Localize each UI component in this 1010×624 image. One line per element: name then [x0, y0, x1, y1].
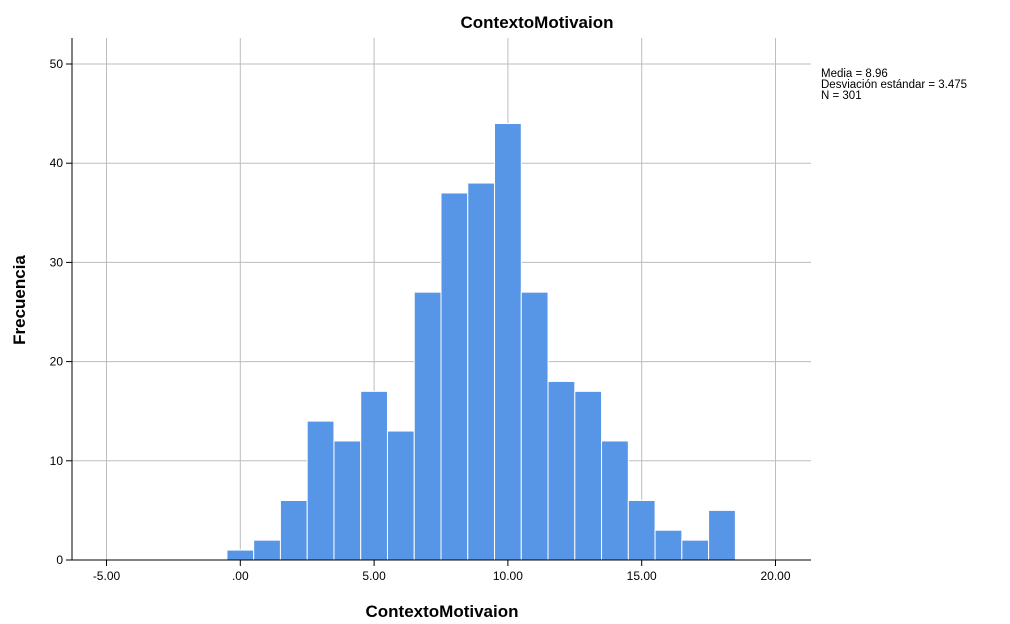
histogram-bar	[601, 440, 629, 561]
y-tick-label: 30	[50, 255, 64, 269]
histogram-bar	[386, 430, 415, 561]
y-axis-label: Frecuencia	[10, 255, 29, 345]
statistic-line: Media = 8.96	[821, 68, 888, 80]
x-tick-label: -5.00	[93, 569, 121, 583]
histogram-bar	[708, 509, 736, 561]
histogram-bar	[440, 192, 469, 561]
x-tick-label: 10.00	[493, 569, 523, 583]
histogram-bar	[413, 291, 442, 561]
histogram-bar	[574, 390, 603, 561]
histogram-bar	[360, 390, 388, 561]
y-tick-label: 0	[56, 553, 63, 567]
chart-title: ContextoMotivaion	[461, 13, 614, 32]
histogram-bar	[253, 539, 281, 561]
y-tick-labels: 0 10 20 30 40 50	[50, 57, 72, 567]
y-tick-label: 50	[50, 57, 64, 71]
histogram-bar	[226, 549, 255, 561]
histogram-bar	[306, 420, 335, 561]
histogram-bar	[520, 291, 549, 561]
histogram-bar	[654, 529, 683, 561]
x-tick-label: 20.00	[760, 569, 790, 583]
histogram-bar	[467, 182, 496, 561]
axes	[71, 38, 811, 561]
histogram-bars	[226, 123, 736, 561]
y-tick-label: 10	[50, 454, 64, 468]
histogram-bar	[494, 123, 522, 561]
histogram-bar	[333, 440, 362, 561]
x-tick-label: .00	[232, 569, 249, 583]
histogram-bar	[279, 499, 308, 561]
statistic-line: N = 301	[821, 90, 862, 102]
x-tick-labels: -5.00 .00 5.00 10.00 15.00 20.00	[93, 560, 791, 583]
y-tick-label: 20	[50, 355, 64, 369]
x-tick-label: 15.00	[627, 569, 657, 583]
histogram-bar	[627, 499, 656, 561]
x-tick-label: 5.00	[362, 569, 386, 583]
statistic-line: Desviación estándar = 3.475	[821, 79, 967, 91]
x-axis-label: ContextoMotivaion	[366, 602, 519, 621]
y-tick-label: 40	[50, 156, 64, 170]
histogram-bar	[681, 539, 710, 561]
histogram-bar	[547, 380, 576, 561]
